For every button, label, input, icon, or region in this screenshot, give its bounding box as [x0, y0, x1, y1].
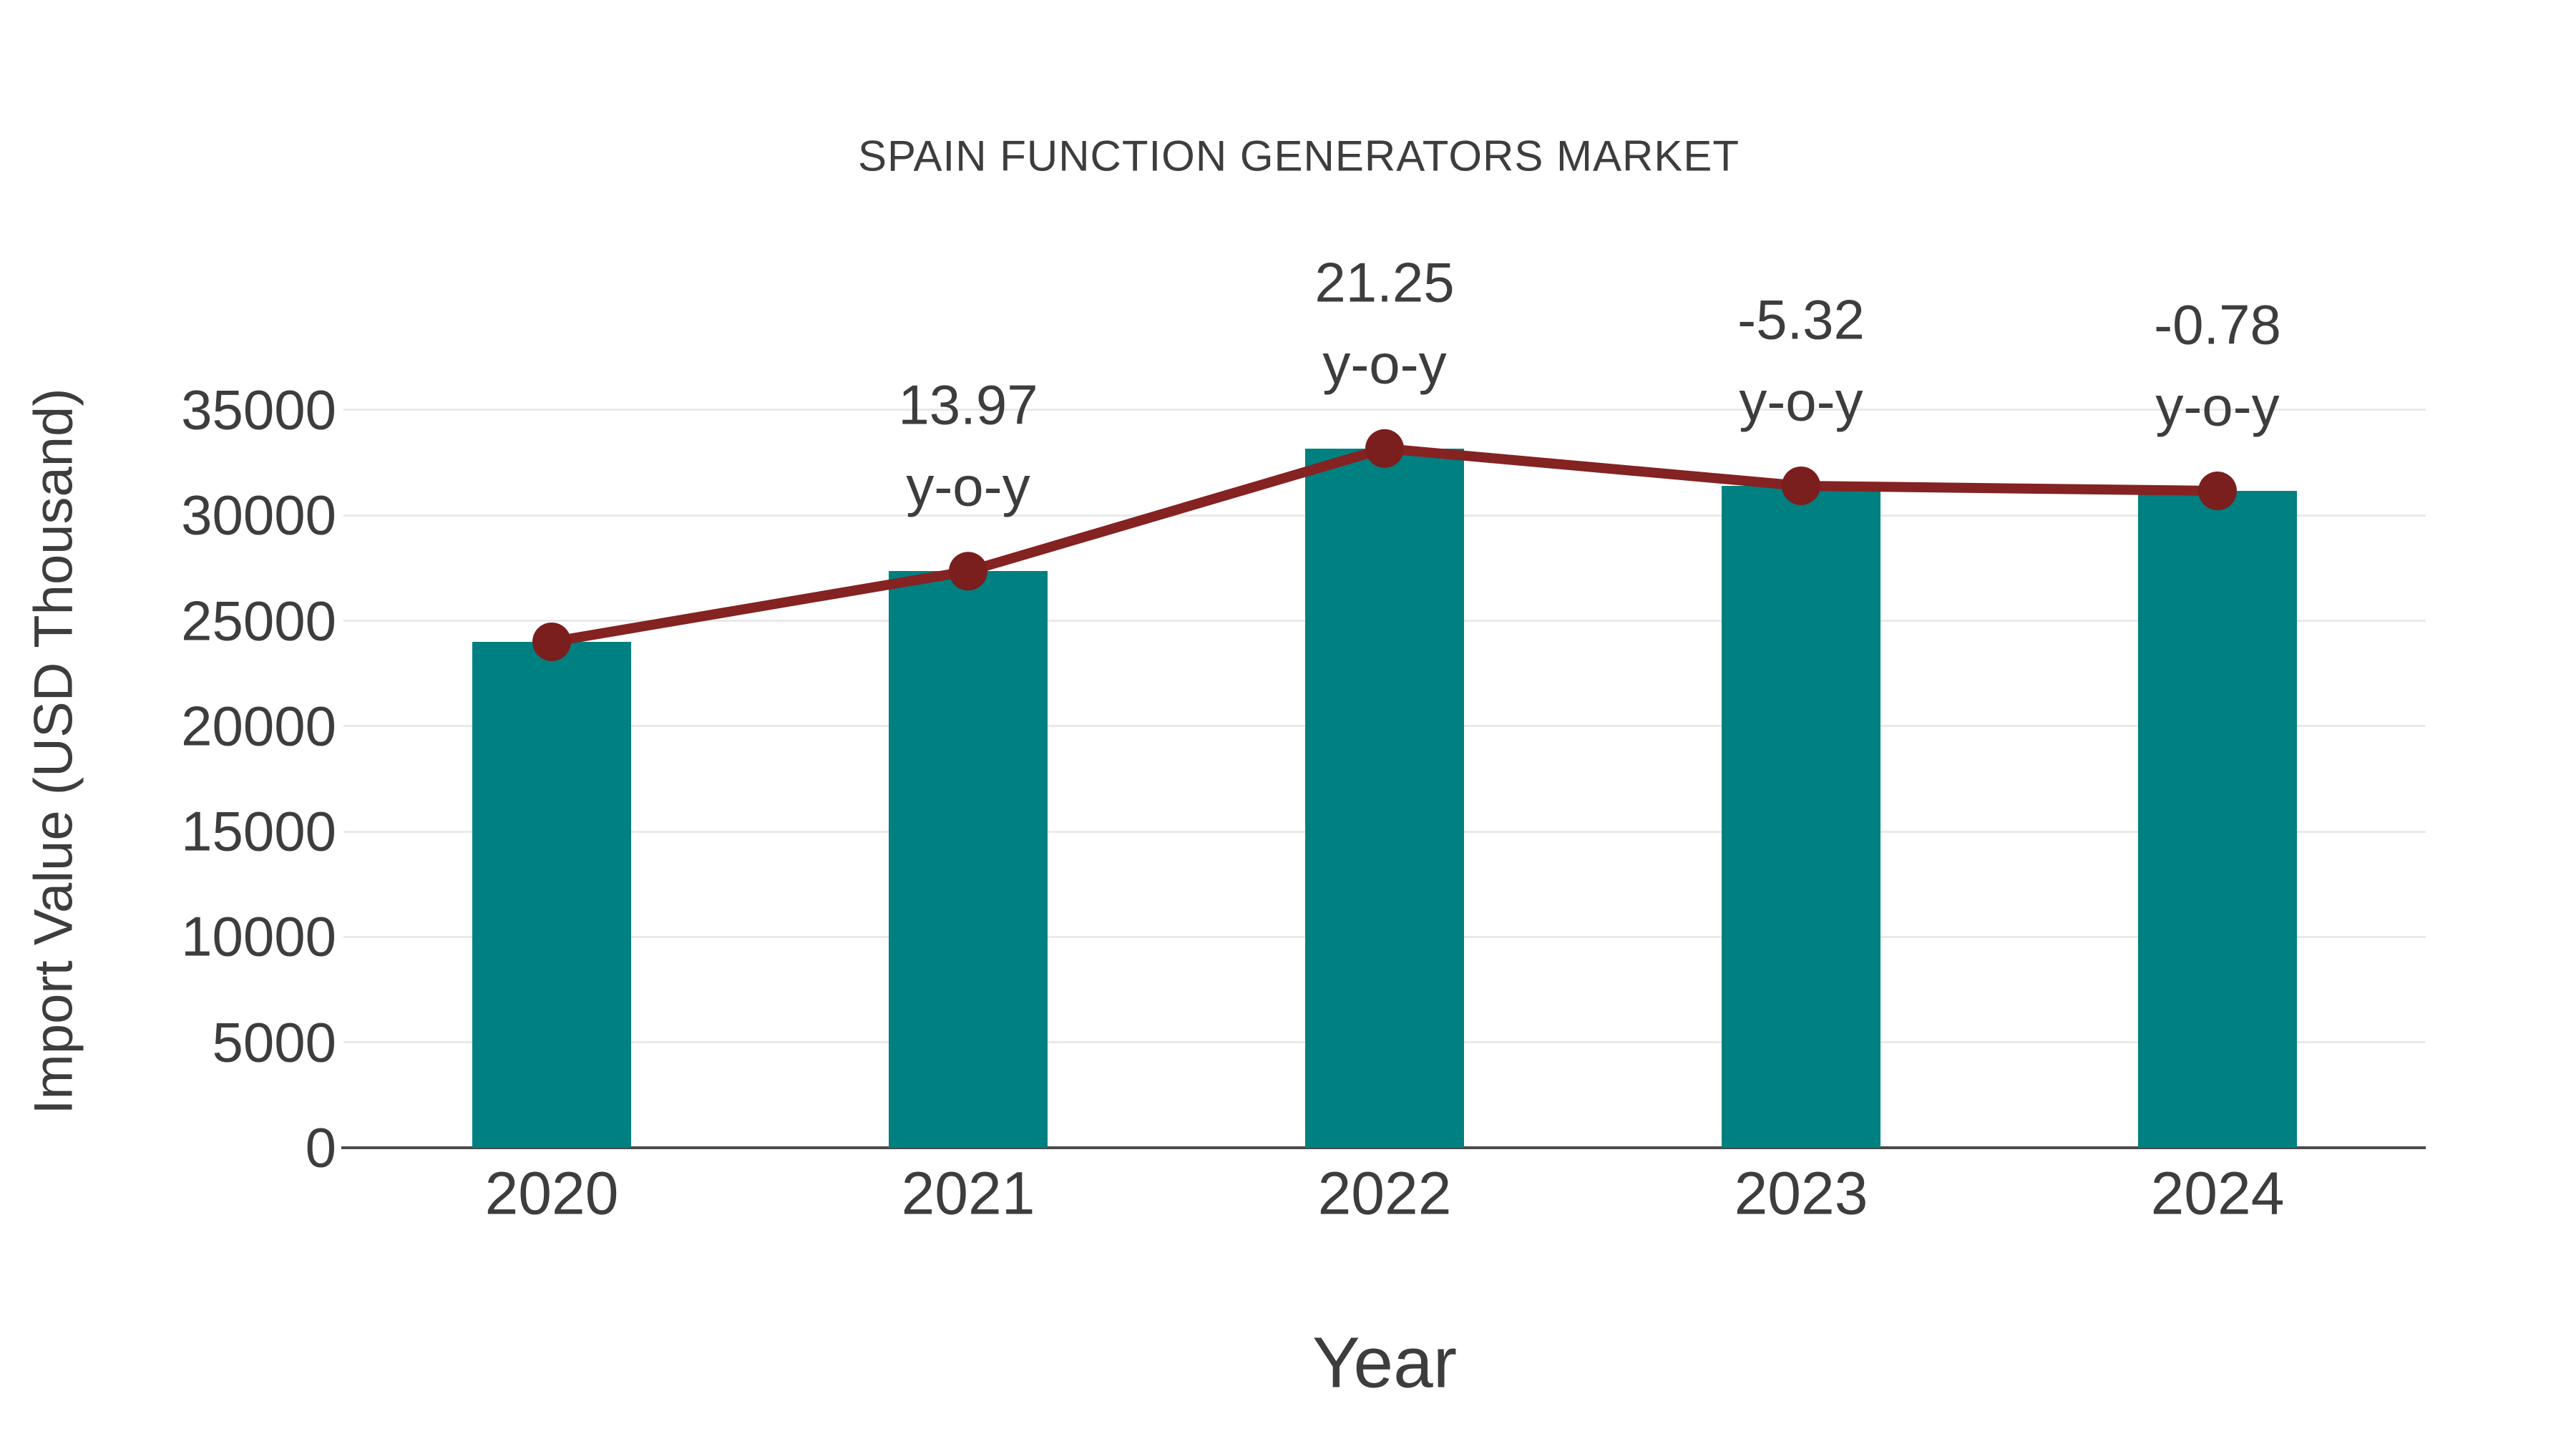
x-tick-label-2023: 2023: [1734, 1159, 1868, 1227]
y-tick-label-30000: 30000: [181, 483, 336, 547]
x-axis-title: Year: [1312, 1322, 1458, 1403]
annotation-unit-2024: y-o-y: [2155, 374, 2280, 438]
annotation-value-2023: -5.32: [1737, 288, 1865, 351]
annotation-unit-2022: y-o-y: [1322, 332, 1447, 396]
annotation-value-2022: 21.25: [1314, 250, 1455, 314]
y-tick-label-0: 0: [305, 1116, 336, 1179]
gridline-y-35000: [343, 409, 2426, 411]
x-axis-line: [341, 1146, 2426, 1149]
bar-2023: [1722, 485, 1880, 1148]
y-tick-label-10000: 10000: [181, 904, 336, 968]
annotation-unit-2021: y-o-y: [906, 454, 1030, 518]
x-tick-label-2022: 2022: [1317, 1159, 1452, 1227]
y-tick-label-20000: 20000: [181, 694, 336, 758]
y-tick-label-35000: 35000: [181, 378, 336, 441]
annotation-value-2024: -0.78: [2154, 293, 2281, 356]
x-tick-label-2021: 2021: [901, 1159, 1035, 1227]
bar-2024: [2138, 491, 2297, 1148]
x-tick-label-2024: 2024: [2150, 1159, 2285, 1227]
bar-2022: [1305, 448, 1464, 1148]
y-tick-label-15000: 15000: [181, 799, 336, 863]
annotation-value-2021: 13.97: [898, 373, 1038, 436]
bar-2020: [472, 641, 631, 1148]
x-tick-label-2020: 2020: [484, 1159, 619, 1227]
y-tick-label-5000: 5000: [212, 1010, 336, 1074]
y-tick-label-25000: 25000: [181, 589, 336, 652]
bar-2021: [889, 571, 1048, 1148]
annotation-unit-2023: y-o-y: [1739, 369, 1863, 433]
chart-title: SPAIN FUNCTION GENERATORS MARKET: [857, 132, 1740, 180]
